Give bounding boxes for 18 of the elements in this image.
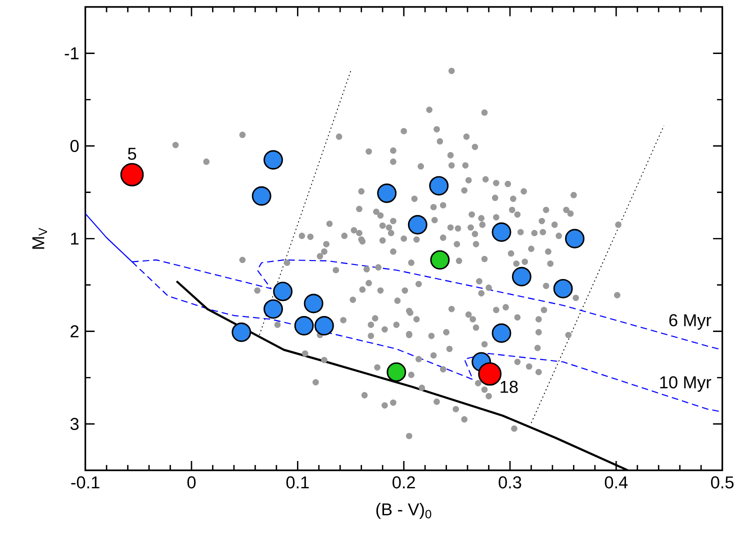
x-tick-label: 0.3 [498,476,522,489]
x-tick-label: 0.2 [392,476,415,489]
x-tick-label: 0 [187,476,196,489]
series-label: 10 Myr [660,376,712,392]
series-label: 6 Myr [669,314,712,330]
y-tick-label: 1 [71,232,79,245]
y-axis-title: M$_{V}$ [32,228,48,249]
annotation: 18 [500,380,518,394]
x-tick-label: 0.1 [286,476,309,489]
x-tick-label: -0.1 [71,476,100,489]
x-tick-label: 0.5 [711,476,734,489]
annotation: 5 [128,148,136,160]
x-axis-title: (B - V)$_{0}$ [376,503,432,520]
y-tick-label: 2 [70,325,78,338]
x-tick-label: 0.4 [604,476,628,489]
y-tick-label: 0 [70,140,79,152]
y-tick-label: -1 [64,48,79,60]
y-tick-label: 3 [70,418,79,430]
